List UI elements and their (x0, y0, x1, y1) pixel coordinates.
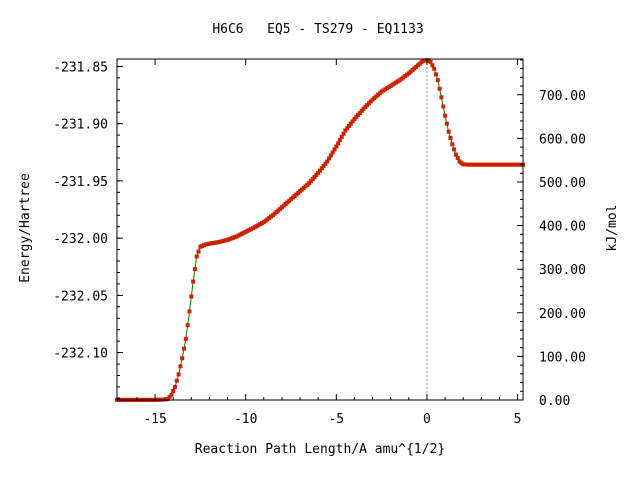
data-point (330, 150, 335, 155)
data-point (185, 323, 190, 328)
data-point (347, 123, 351, 128)
data-point (348, 121, 353, 126)
chart-title: H6C6 EQ5 - TS279 - EQ1133 (212, 22, 423, 37)
data-point (354, 115, 359, 120)
data-point (443, 113, 448, 118)
y-tick-label: -231.85 (53, 60, 108, 75)
data-point (178, 364, 183, 369)
data-point (191, 279, 196, 284)
data-point (176, 372, 181, 377)
y-tick-label: -232.00 (53, 232, 108, 247)
y-axis-label: Energy/Hartree (18, 173, 33, 283)
data-point (312, 175, 317, 180)
y2-tick-label: 400.00 (539, 220, 586, 235)
data-point (439, 95, 444, 100)
data-point (428, 59, 433, 64)
data-point (314, 172, 319, 177)
data-point (336, 141, 341, 146)
y-axis-right: 0.00 100.00 200.00 300.00 400.00 500.00 600.00… (517, 59, 586, 409)
data-point (308, 179, 313, 184)
data-point (192, 267, 197, 272)
data-point (352, 117, 357, 122)
x-tick-label: -15 (143, 412, 166, 427)
x-axis-label: Reaction Path Length/A amu^{1/2} (195, 442, 445, 457)
data-point (332, 147, 337, 152)
data-point (345, 126, 350, 131)
data-point (310, 177, 315, 182)
x-tick-label: 0 (423, 412, 431, 427)
data-point (189, 294, 194, 299)
data-point (453, 152, 458, 157)
data-point (182, 346, 187, 351)
data-point (432, 66, 437, 71)
data-point (444, 121, 449, 126)
data-point (435, 78, 440, 83)
data-point (450, 142, 455, 147)
data-point (437, 86, 442, 91)
data-point (359, 108, 364, 113)
data-point (446, 129, 451, 134)
y-tick-label: -231.90 (53, 118, 108, 133)
data-point (196, 249, 201, 254)
data-point (328, 153, 333, 158)
data-point (430, 63, 435, 68)
data-point (337, 138, 342, 143)
data-point (171, 388, 176, 393)
data-point (180, 356, 185, 361)
data-point (321, 164, 326, 169)
x-tick-label: 5 (514, 412, 522, 427)
data-point (323, 161, 328, 166)
data-point (356, 112, 361, 117)
y-tick-label: -232.10 (53, 347, 108, 362)
x-axis: -15 -10 -5 0 5 (118, 59, 522, 427)
y-tick-label: -231.95 (53, 175, 108, 190)
x-tick-label: -5 (328, 412, 344, 427)
y2-tick-label: 500.00 (539, 176, 586, 191)
y2-tick-label: 0.00 (539, 394, 570, 409)
data-point (167, 394, 172, 399)
y-tick-label: -232.05 (53, 289, 108, 304)
y2-tick-label: 200.00 (539, 307, 586, 322)
y-axis-left: -231.85 -231.90 -231.95 -232.00 -232.05 -232.… (53, 60, 123, 399)
y2-tick-label: 600.00 (539, 132, 586, 147)
data-point (316, 170, 321, 175)
data-point (194, 254, 199, 259)
data-point (174, 378, 179, 383)
data-point (441, 104, 446, 109)
data-point (357, 110, 362, 115)
data-point (319, 166, 324, 171)
data-point (339, 134, 344, 139)
plot-frame (116, 58, 524, 401)
data-point (341, 131, 346, 136)
data-point (169, 392, 174, 397)
x-tick-label: -10 (234, 412, 257, 427)
data-point (334, 144, 339, 149)
data-point (455, 156, 460, 161)
data-point (434, 72, 438, 77)
y2-tick-label: 700.00 (539, 89, 586, 104)
data-point (187, 309, 192, 314)
data-point (343, 128, 348, 133)
y2-tick-label: 300.00 (539, 263, 586, 278)
data-point (452, 147, 457, 152)
data-point (350, 119, 355, 124)
data-point (325, 159, 330, 164)
y2-axis-label: kJ/mol (605, 205, 620, 252)
y2-tick-label: 100.00 (539, 350, 586, 365)
data-point (183, 336, 188, 341)
data-point (173, 384, 177, 389)
data-point (307, 181, 312, 186)
data-point (448, 135, 453, 140)
data-point (318, 168, 322, 173)
data-point (327, 156, 332, 161)
